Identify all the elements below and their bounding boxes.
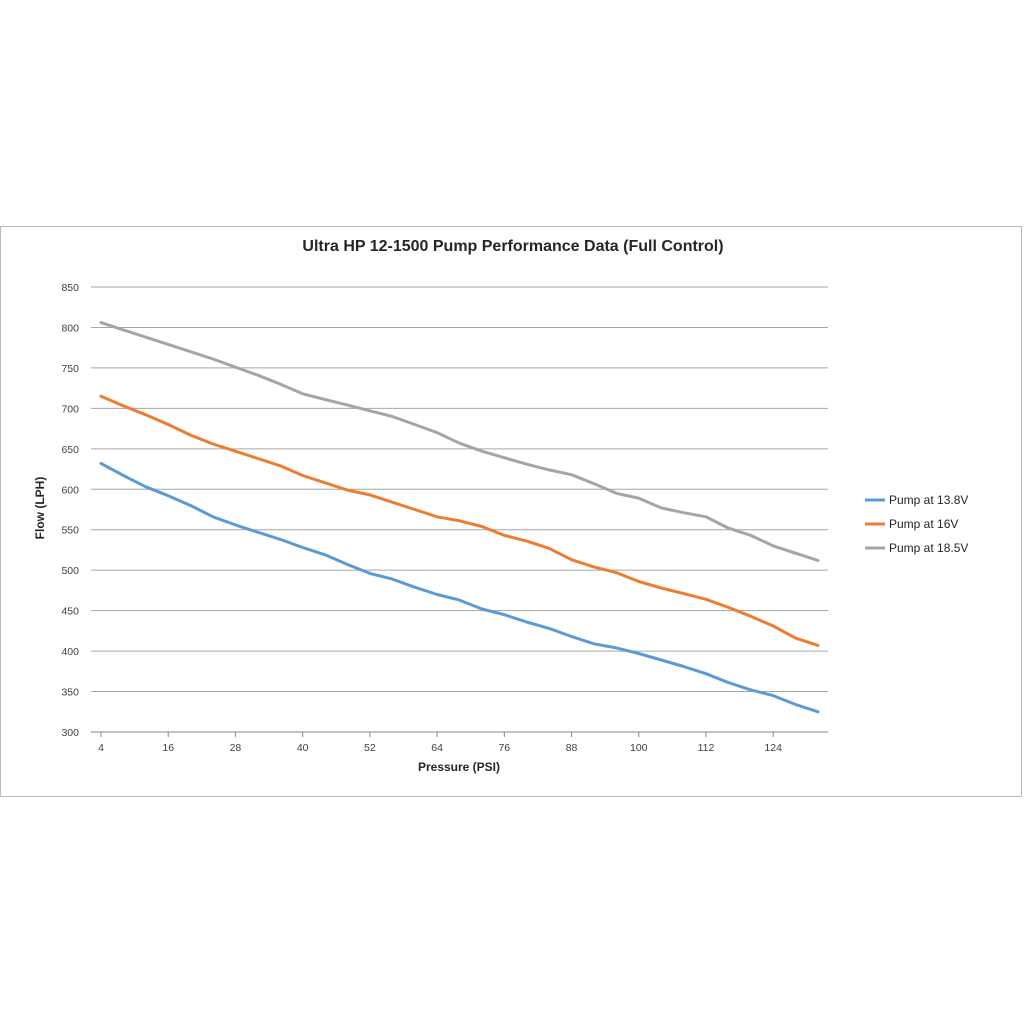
legend-label: Pump at 13.8V	[889, 493, 968, 507]
y-tick-label: 350	[61, 687, 79, 699]
axis-layer: 300 350 400 450 500 550 600 650 700 750 800 850 4 16 2…	[61, 282, 782, 754]
series-line-2	[99, 394, 820, 647]
series-line-3	[99, 321, 820, 562]
grid-layer	[91, 286, 828, 733]
x-tick-label: 124	[764, 742, 782, 754]
y-tick-label: 650	[61, 444, 79, 456]
x-tick-label: 112	[698, 742, 715, 754]
y-axis-title: Flow (LPH)	[33, 477, 47, 540]
y-tick-label: 850	[61, 282, 79, 294]
y-tick-label: 700	[61, 403, 79, 415]
x-tick-label: 28	[230, 742, 242, 754]
y-tick-label: 800	[61, 322, 79, 334]
x-tick-label: 16	[162, 742, 174, 754]
x-tick-label: 76	[498, 742, 510, 754]
series-line-1	[99, 461, 820, 714]
x-tick-label: 64	[431, 742, 443, 754]
line-chart: Ultra HP 12-1500 Pump Performance Data (…	[33, 238, 968, 774]
x-tick-label: 4	[98, 742, 104, 754]
y-tick-label: 600	[61, 484, 79, 496]
y-tick-label: 450	[61, 606, 79, 618]
x-tick-label: 88	[566, 742, 578, 754]
legend-label: Pump at 18.5V	[889, 541, 968, 555]
chart-frame: Ultra HP 12-1500 Pump Performance Data (…	[0, 226, 1022, 797]
y-tick-label: 750	[61, 363, 79, 375]
legend-label: Pump at 16V	[889, 517, 958, 531]
y-tick-label: 300	[61, 727, 79, 739]
y-tick-label: 500	[61, 565, 79, 577]
x-axis-title: Pressure (PSI)	[418, 760, 500, 774]
x-tick-label: 40	[297, 742, 309, 754]
y-tick-label: 550	[61, 525, 79, 537]
legend: Pump at 13.8V Pump at 16V Pump at 18.5V	[865, 493, 968, 555]
chart-title: Ultra HP 12-1500 Pump Performance Data (…	[302, 238, 723, 255]
y-tick-label: 400	[61, 646, 79, 658]
x-tick-label: 52	[364, 742, 376, 754]
x-tick-label: 100	[630, 742, 648, 754]
series-layer	[99, 321, 820, 714]
